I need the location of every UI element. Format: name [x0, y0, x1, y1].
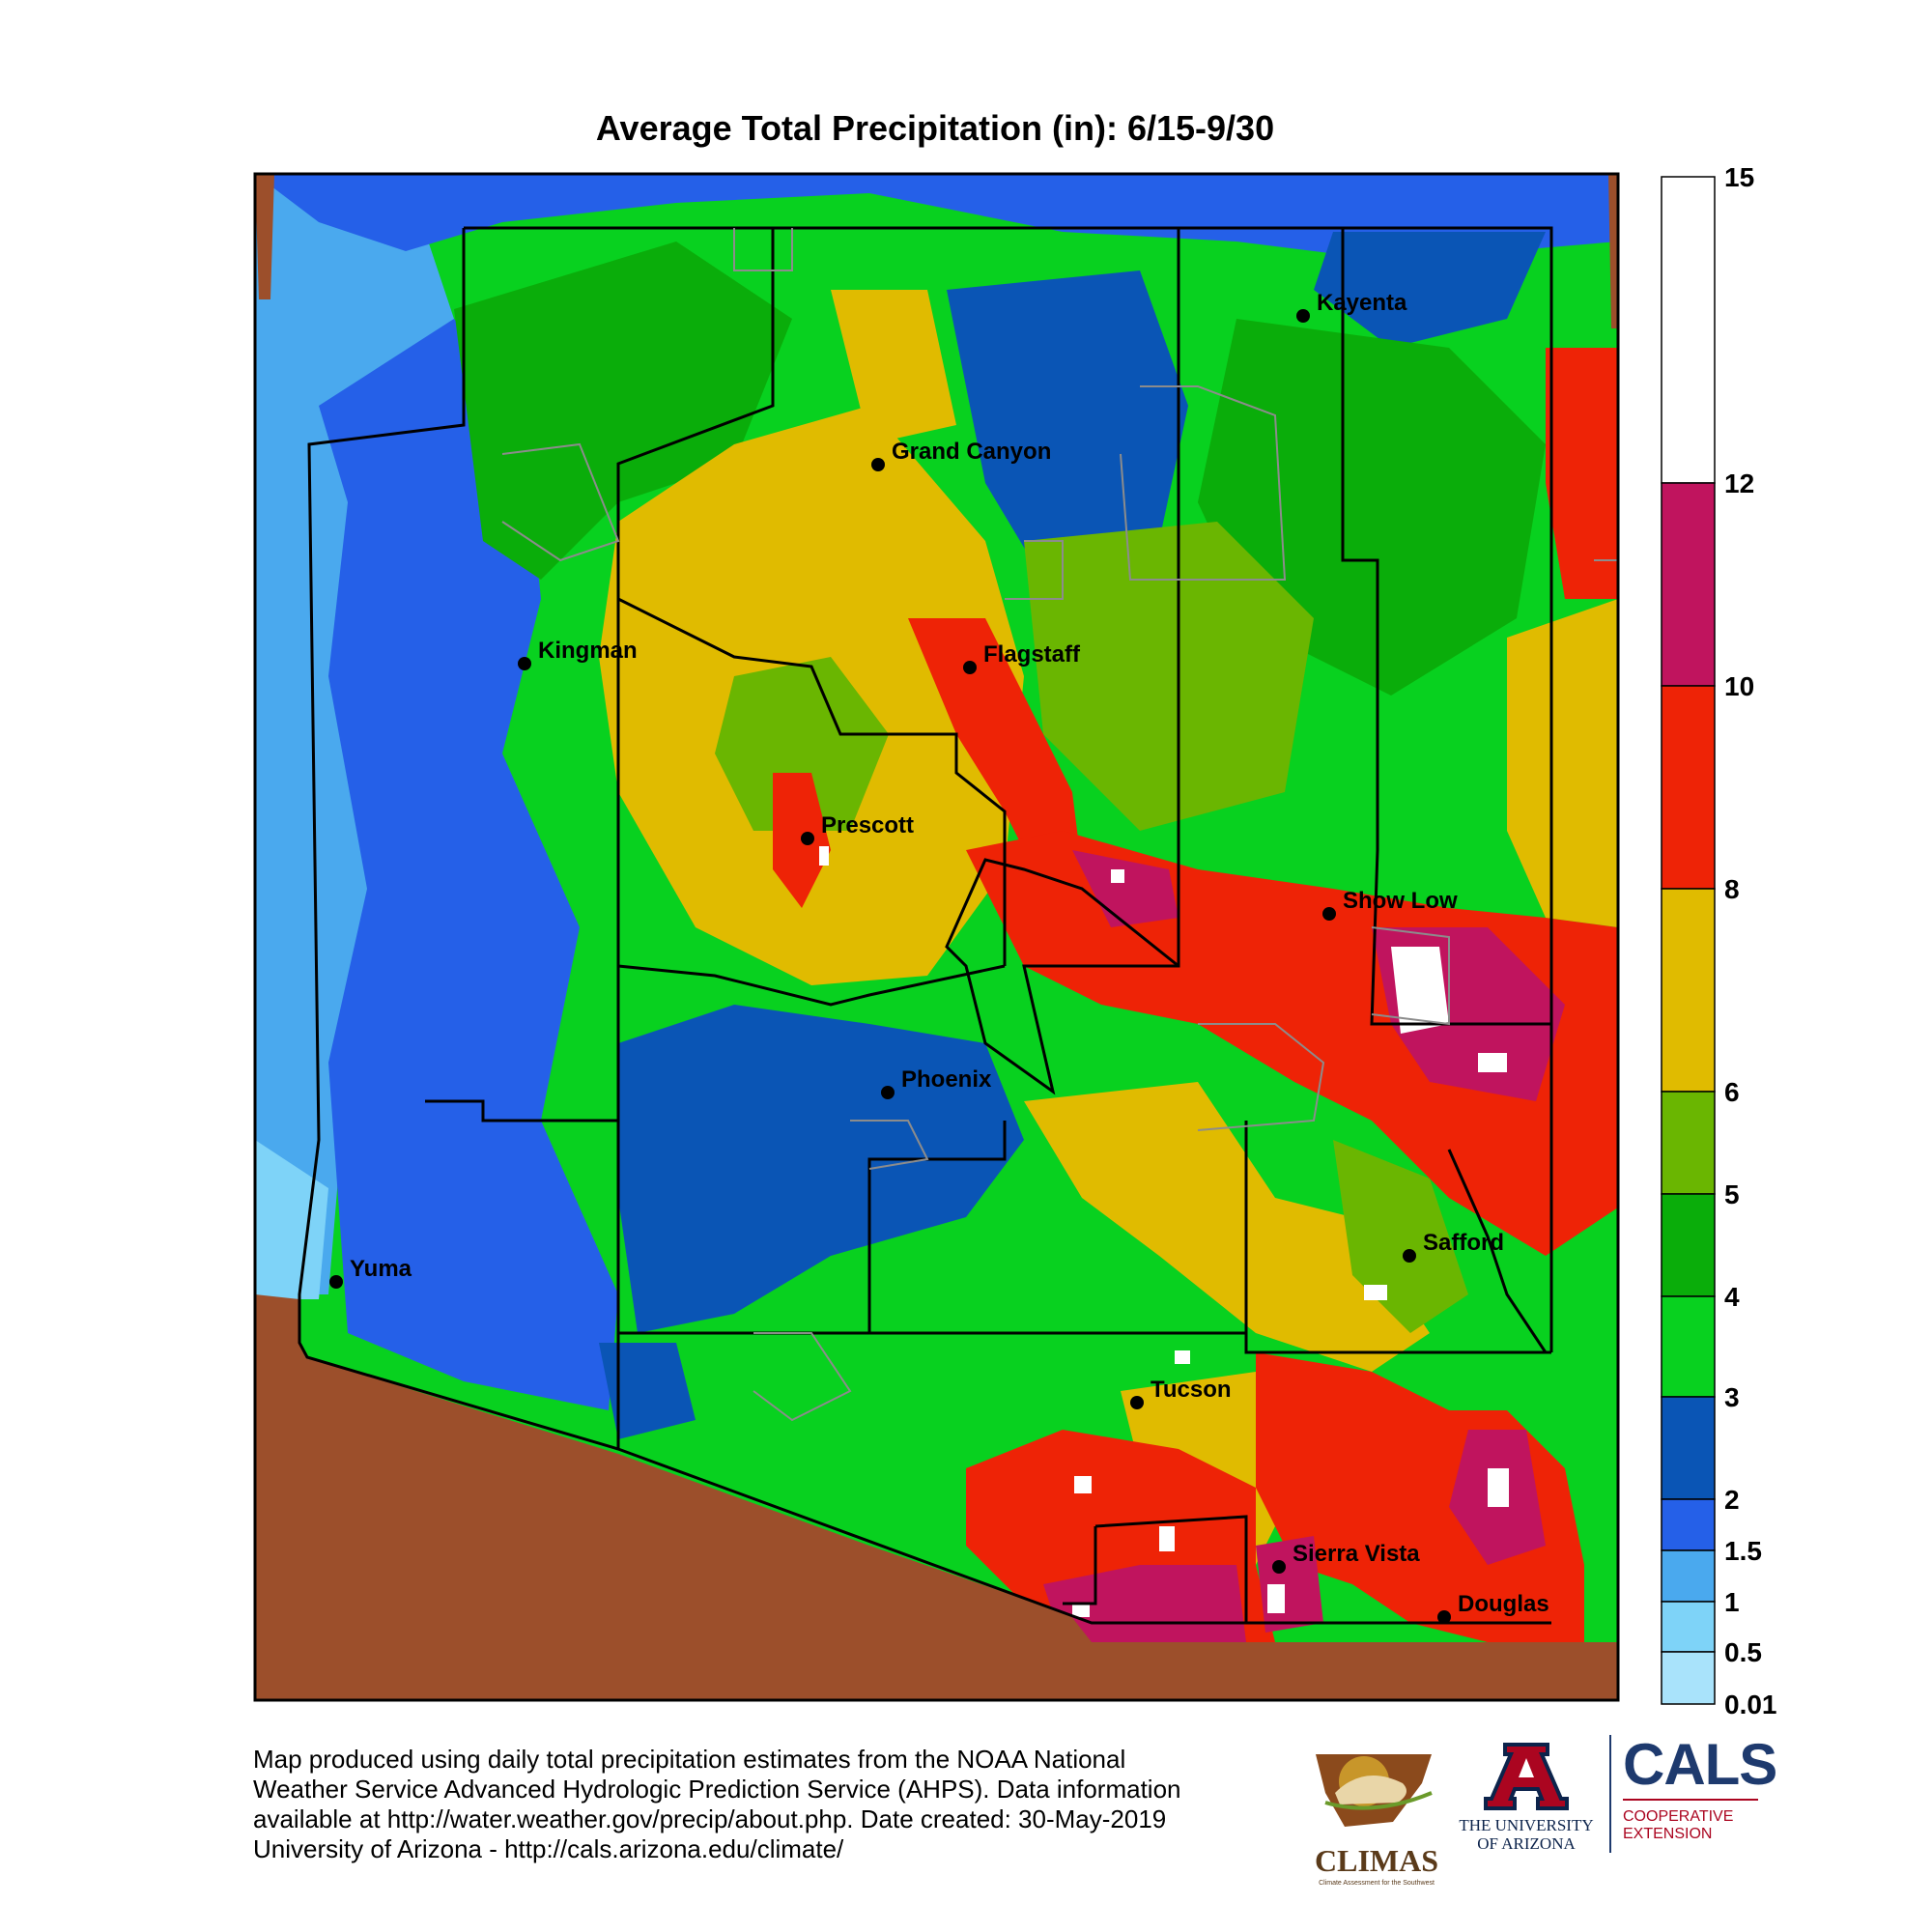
city-label: Sierra Vista	[1293, 1541, 1420, 1567]
city-dot	[1130, 1396, 1144, 1409]
legend-tick-label: 4	[1724, 1282, 1740, 1312]
city-dot	[1322, 907, 1336, 921]
legend-swatch	[1661, 1091, 1716, 1195]
city-douglas: Douglas	[1437, 1591, 1549, 1624]
city-dot	[1437, 1610, 1451, 1624]
city-dot	[329, 1275, 343, 1289]
legend-tick-label: 15	[1724, 162, 1754, 192]
city-label: Prescott	[821, 812, 914, 838]
cals-line-1: COOPERATIVE	[1623, 1808, 1734, 1825]
city-label: Douglas	[1458, 1591, 1549, 1617]
legend-swatch	[1661, 1651, 1716, 1705]
ua-wordmark: THE UNIVERSITY OF ARIZONA	[1449, 1816, 1604, 1853]
legend-swatch	[1661, 1193, 1716, 1297]
map-frame	[253, 172, 1620, 1702]
city-markers: Kayenta Grand Canyon Kingman Flagstaff Presc…	[329, 290, 1549, 1624]
precipitation-field	[255, 174, 1618, 1700]
cals-line-2: EXTENSION	[1623, 1826, 1713, 1842]
legend-swatch	[1661, 685, 1716, 890]
city-phoenix: Phoenix	[881, 1066, 992, 1099]
city-label: Flagstaff	[983, 641, 1081, 668]
legend-tick-label: 8	[1724, 874, 1740, 904]
cals-wordmark: CALS	[1623, 1732, 1777, 1797]
legend-swatch	[1661, 1396, 1716, 1500]
city-tucson: Tucson	[1130, 1377, 1232, 1409]
footer-text: Map produced using daily total precipita…	[253, 1745, 1296, 1864]
footer-line: University of Arizona - http://cals.ariz…	[253, 1834, 844, 1863]
city-sierra-vista: Sierra Vista	[1272, 1541, 1420, 1574]
legend-swatch	[1661, 1295, 1716, 1398]
color-legend: 15 12 10 8 6 5 4 3 2 1.5 1 0.5 0.01	[1661, 162, 1777, 1719]
ua-line-1: THE UNIVERSITY	[1459, 1816, 1594, 1834]
footer-line: available at http://water.weather.gov/pr…	[253, 1804, 1167, 1833]
legend-tick-label: 10	[1724, 671, 1754, 701]
legend-swatch	[1661, 1601, 1716, 1653]
city-label: Kingman	[538, 638, 638, 664]
cals-rule	[1623, 1799, 1758, 1801]
legend-swatch	[1661, 888, 1716, 1093]
city-kayenta: Kayenta	[1296, 290, 1407, 323]
ua-block-a-icon	[1484, 1743, 1569, 1810]
logo-divider	[1609, 1735, 1611, 1853]
legend-swatch	[1661, 1549, 1716, 1603]
city-label: Yuma	[350, 1256, 412, 1282]
legend-tick-label: 12	[1724, 469, 1754, 498]
city-yuma: Yuma	[329, 1256, 412, 1289]
legend-tick-label: 3	[1724, 1382, 1740, 1412]
city-label: Show Low	[1343, 888, 1458, 914]
city-label: Safford	[1423, 1230, 1504, 1256]
legend-tick-label: 6	[1724, 1077, 1740, 1107]
legend-tick-label: 1.5	[1724, 1536, 1762, 1566]
city-flagstaff: Flagstaff	[963, 641, 1081, 674]
city-dot	[518, 657, 531, 670]
cals-subtitle: COOPERATIVE EXTENSION	[1623, 1808, 1787, 1843]
city-dot	[801, 832, 814, 845]
legend-swatch	[1661, 482, 1716, 687]
city-safford: Safford	[1403, 1230, 1504, 1263]
city-label: Grand Canyon	[892, 439, 1051, 465]
footer-line: Map produced using daily total precipita…	[253, 1745, 1126, 1774]
city-prescott: Prescott	[801, 812, 914, 845]
map-title: Average Total Precipitation (in): 6/15-9…	[595, 108, 1275, 148]
city-label: Phoenix	[901, 1066, 992, 1093]
city-label: Kayenta	[1317, 290, 1407, 316]
city-dot	[871, 458, 885, 471]
climas-tagline: Climate Assessment for the Southwest	[1319, 1880, 1435, 1887]
county-boundaries	[298, 226, 1553, 1625]
legend-swatch	[1661, 176, 1716, 484]
city-dot	[1296, 309, 1310, 323]
legend-swatch	[1661, 1498, 1716, 1551]
city-dot	[963, 661, 977, 674]
climas-logo	[1306, 1735, 1441, 1841]
reservation-boundaries	[501, 228, 1618, 1422]
city-dot	[1403, 1249, 1416, 1263]
legend-tick-label: 1	[1724, 1587, 1740, 1617]
city-show-low: Show Low	[1322, 888, 1458, 921]
legend-tick-label: 2	[1724, 1485, 1740, 1515]
city-label: Tucson	[1151, 1377, 1232, 1403]
footer-line: Weather Service Advanced Hydrologic Pred…	[253, 1775, 1181, 1804]
city-grand-canyon: Grand Canyon	[871, 439, 1051, 471]
legend-tick-label: 5	[1724, 1179, 1740, 1209]
city-dot	[881, 1086, 895, 1099]
ua-line-2: OF ARIZONA	[1477, 1834, 1576, 1853]
legend-tick-label: 0.01	[1724, 1690, 1777, 1719]
legend-tick-label: 0.5	[1724, 1637, 1762, 1667]
ua-logo	[1478, 1735, 1575, 1812]
climas-emblem-icon	[1316, 1754, 1433, 1827]
climas-wordmark: CLIMAS	[1314, 1843, 1438, 1878]
city-kingman: Kingman	[518, 638, 638, 670]
city-dot	[1272, 1560, 1286, 1574]
